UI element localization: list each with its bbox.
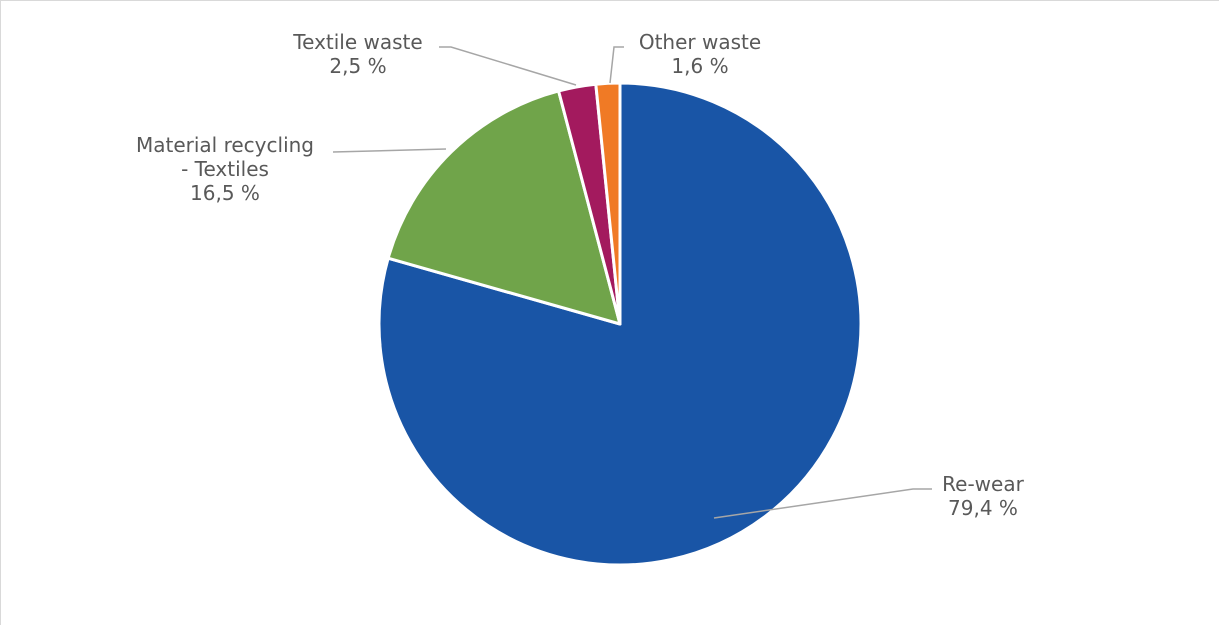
leader-line-0 xyxy=(713,488,932,519)
data-label-category: Material recycling xyxy=(136,133,314,157)
leader-line-2 xyxy=(439,46,577,86)
data-label-value: 2,5 % xyxy=(329,54,386,78)
data-label-0: Re-wear 79,4 % xyxy=(942,472,1024,520)
data-label-category: Textile waste xyxy=(292,30,422,54)
leader-line-1 xyxy=(332,148,447,153)
data-label-value: 79,4 % xyxy=(948,496,1018,520)
data-label-value: 1,6 % xyxy=(671,54,728,78)
pie-slices xyxy=(377,81,863,567)
data-label-value: 16,5 % xyxy=(190,181,260,205)
leader-line-3 xyxy=(609,46,624,84)
pie-slice-1 xyxy=(386,89,622,326)
data-label-category: Re-wear xyxy=(942,472,1024,496)
data-label-2: Textile waste 2,5 % xyxy=(292,30,422,78)
data-label-3: Other waste 1,6 % xyxy=(639,30,761,78)
pie-slice-0 xyxy=(377,81,863,567)
data-labels: Re-wear 79,4 % Material recycling - Textile… xyxy=(136,30,1025,520)
data-label-1: Material recycling - Textiles 16,5 % xyxy=(136,133,314,205)
leader-lines xyxy=(332,46,932,519)
data-label-category: Other waste xyxy=(639,30,761,54)
data-label-category: - Textiles xyxy=(181,157,269,181)
pie-slice-3 xyxy=(594,81,622,326)
